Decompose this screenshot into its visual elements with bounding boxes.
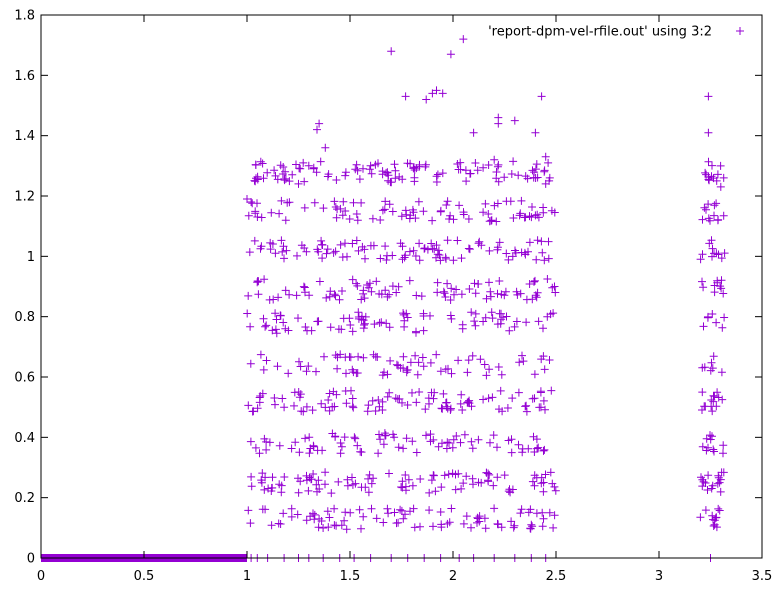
y-tick-label: 0	[27, 552, 35, 567]
legend-label: 'report-dpm-vel-rfile.out' using 3:2	[488, 25, 712, 40]
x-tick-label: 3.5	[752, 569, 772, 584]
y-tick-label: 1.4	[14, 129, 35, 144]
y-tick-label: 1.8	[14, 9, 35, 24]
plot-marks	[41, 35, 729, 562]
x-tick-label: 2	[449, 569, 457, 584]
y-tick-label: 1	[27, 250, 35, 265]
y-tick-label: 0.6	[14, 371, 35, 386]
y-tick-label: 0.2	[14, 491, 35, 506]
x-tick-label: 1	[243, 569, 251, 584]
axes: 0 0.5 1 1.5 2 2.5 3 3.5 0 0.2 0.4 0.6 0.8 1 1.2 1.4 1.6 1…	[14, 9, 772, 585]
x-tick-label: 1.5	[340, 569, 361, 584]
plot-frame	[40, 14, 763, 559]
series-points	[243, 35, 729, 562]
y-tick-label: 1.6	[14, 69, 35, 84]
y-tick-label: 1.2	[14, 190, 35, 205]
y-tick-label: 0.8	[14, 310, 35, 325]
legend: 'report-dpm-vel-rfile.out' using 3:2	[488, 25, 744, 40]
x-tick-label: 0	[37, 569, 45, 584]
x-tick-label: 2.5	[546, 569, 567, 584]
y-tick-label: 0.4	[14, 431, 35, 446]
x-tick-label: 0.5	[134, 569, 155, 584]
x-tick-label: 3	[655, 569, 663, 584]
legend-marker	[736, 27, 744, 35]
